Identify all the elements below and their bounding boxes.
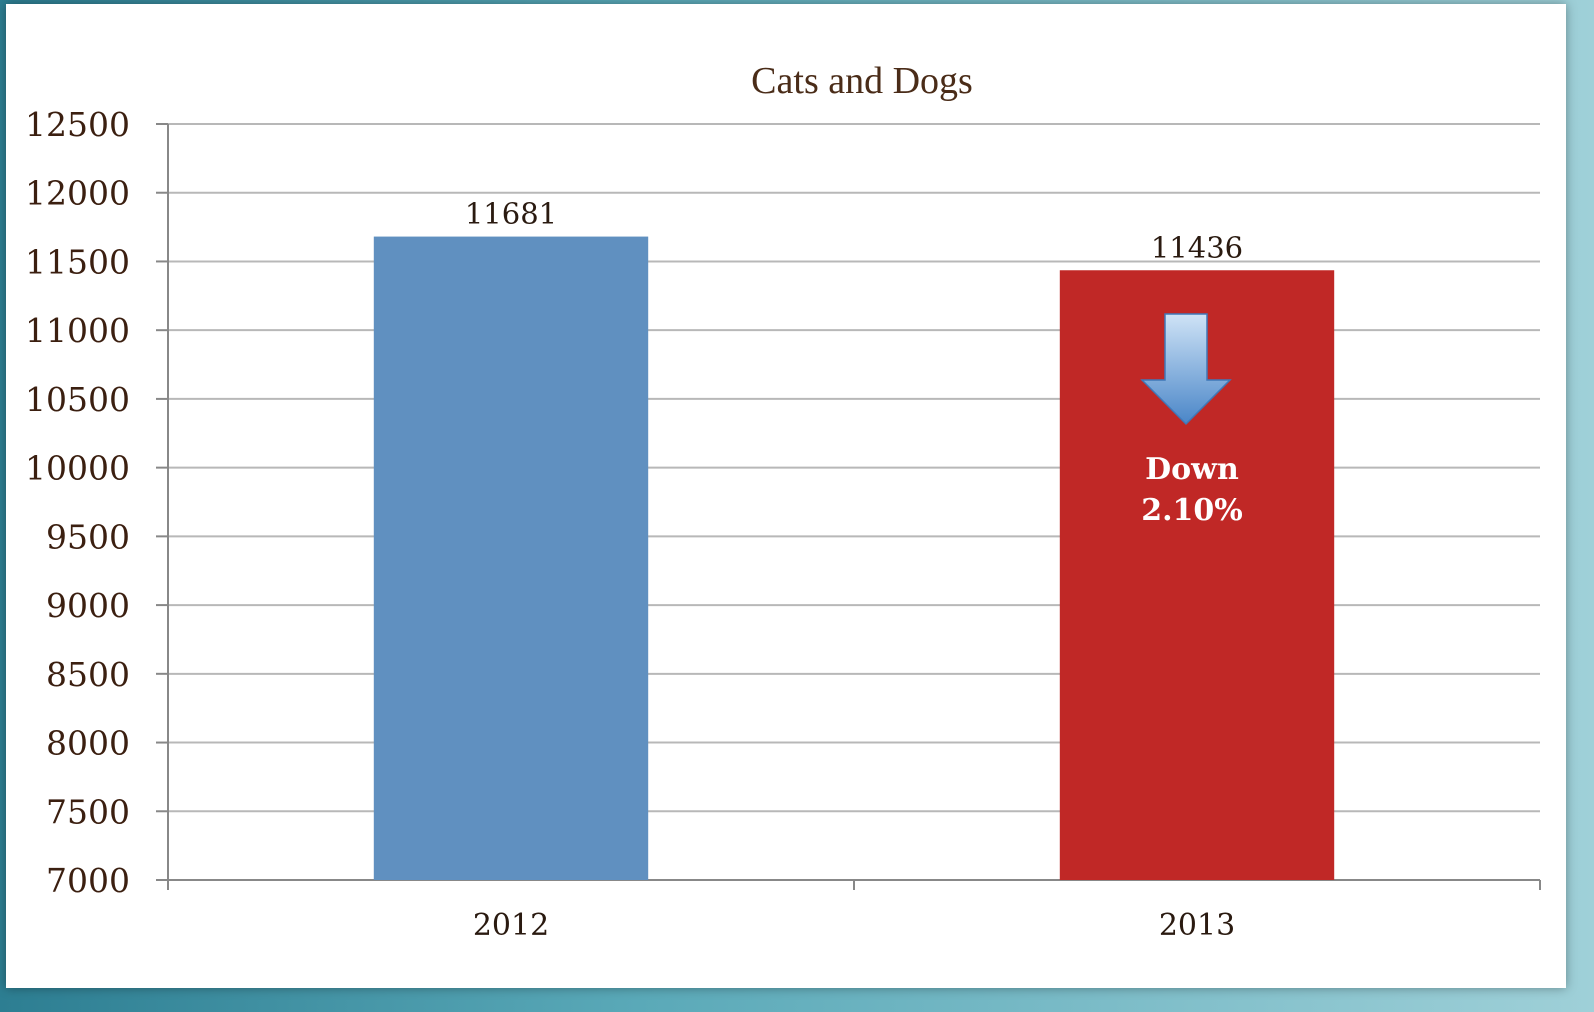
data-label-2012: 11681 — [465, 197, 557, 231]
y-tick-label: 8000 — [46, 724, 130, 763]
y-tick-label: 11500 — [25, 242, 130, 281]
y-tick-label: 12000 — [25, 174, 130, 213]
bar-2012 — [373, 236, 649, 881]
y-tick-label: 11000 — [25, 311, 130, 350]
data-label-2013: 11436 — [1151, 230, 1243, 264]
y-tick-label: 10000 — [25, 449, 130, 488]
bars — [373, 236, 1335, 881]
x-tick-label-2013: 2013 — [1159, 908, 1235, 943]
y-tick-label: 7000 — [46, 861, 130, 900]
change-callout: Down 2.10% — [1140, 313, 1243, 528]
y-tick-label: 9500 — [46, 517, 130, 556]
x-tick-label-2012: 2012 — [473, 908, 549, 943]
callout-line-1: Down — [1145, 452, 1239, 487]
callout-line-2: 2.10% — [1141, 493, 1243, 528]
down-arrow-icon — [1140, 313, 1232, 426]
chart-title: Cats and Dogs — [751, 60, 973, 102]
y-tick-label: 9000 — [46, 586, 130, 625]
labels: 12500 12000 11500 11000 10500 10000 9500 9000 85… — [25, 105, 1243, 943]
y-tick-label: 12500 — [25, 105, 130, 144]
y-tick-label: 7500 — [46, 792, 130, 831]
y-tick-label: 10500 — [25, 380, 130, 419]
y-tick-label: 8500 — [46, 655, 130, 694]
